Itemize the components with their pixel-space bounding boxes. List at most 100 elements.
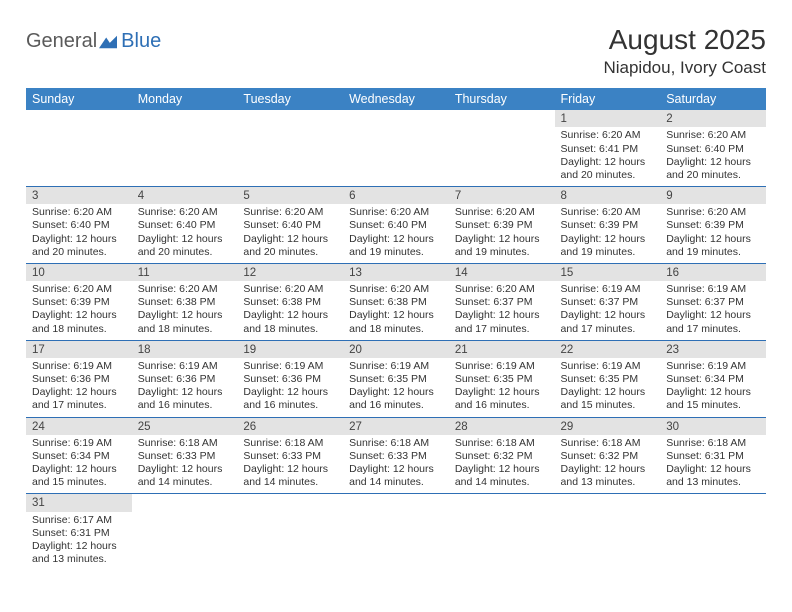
daylight-line: Daylight: 12 hours and 18 minutes. <box>32 309 126 335</box>
day-detail-row: Sunrise: 6:17 AMSunset: 6:31 PMDaylight:… <box>26 512 766 571</box>
sunrise-line: Sunrise: 6:20 AM <box>243 206 337 219</box>
daylight-line: Daylight: 12 hours and 13 minutes. <box>666 463 760 489</box>
day-detail-cell <box>449 512 555 571</box>
sunrise-line: Sunrise: 6:19 AM <box>666 360 760 373</box>
day-detail-cell: Sunrise: 6:20 AMSunset: 6:40 PMDaylight:… <box>660 127 766 186</box>
day-detail-cell: Sunrise: 6:20 AMSunset: 6:39 PMDaylight:… <box>660 204 766 263</box>
location-label: Niapidou, Ivory Coast <box>603 58 766 78</box>
day-detail-cell: Sunrise: 6:18 AMSunset: 6:33 PMDaylight:… <box>343 435 449 494</box>
sunset-line: Sunset: 6:33 PM <box>243 450 337 463</box>
day-detail-cell: Sunrise: 6:19 AMSunset: 6:37 PMDaylight:… <box>555 281 661 340</box>
sunset-line: Sunset: 6:38 PM <box>138 296 232 309</box>
day-detail-row: Sunrise: 6:20 AMSunset: 6:41 PMDaylight:… <box>26 127 766 186</box>
sunset-line: Sunset: 6:36 PM <box>138 373 232 386</box>
daylight-line: Daylight: 12 hours and 15 minutes. <box>32 463 126 489</box>
sunset-line: Sunset: 6:38 PM <box>243 296 337 309</box>
day-number-cell: 12 <box>237 263 343 281</box>
day-detail-row: Sunrise: 6:20 AMSunset: 6:39 PMDaylight:… <box>26 281 766 340</box>
sunset-line: Sunset: 6:41 PM <box>561 143 655 156</box>
daylight-line: Daylight: 12 hours and 17 minutes. <box>666 309 760 335</box>
daylight-line: Daylight: 12 hours and 14 minutes. <box>243 463 337 489</box>
day-number-cell: 15 <box>555 263 661 281</box>
calendar-table: SundayMondayTuesdayWednesdayThursdayFrid… <box>26 88 766 570</box>
day-number-cell: 18 <box>132 340 238 358</box>
sunset-line: Sunset: 6:40 PM <box>32 219 126 232</box>
day-detail-cell: Sunrise: 6:19 AMSunset: 6:34 PMDaylight:… <box>660 358 766 417</box>
sunrise-line: Sunrise: 6:18 AM <box>561 437 655 450</box>
sunrise-line: Sunrise: 6:19 AM <box>349 360 443 373</box>
sunrise-line: Sunrise: 6:19 AM <box>561 360 655 373</box>
day-detail-cell: Sunrise: 6:20 AMSunset: 6:39 PMDaylight:… <box>555 204 661 263</box>
sunset-line: Sunset: 6:39 PM <box>666 219 760 232</box>
day-detail-cell: Sunrise: 6:19 AMSunset: 6:35 PMDaylight:… <box>343 358 449 417</box>
daylight-line: Daylight: 12 hours and 14 minutes. <box>349 463 443 489</box>
sunrise-line: Sunrise: 6:20 AM <box>138 206 232 219</box>
day-detail-cell <box>26 127 132 186</box>
sunset-line: Sunset: 6:40 PM <box>666 143 760 156</box>
day-number-cell: 2 <box>660 110 766 127</box>
daylight-line: Daylight: 12 hours and 15 minutes. <box>561 386 655 412</box>
day-number-cell <box>132 494 238 512</box>
sunset-line: Sunset: 6:39 PM <box>561 219 655 232</box>
daylight-line: Daylight: 12 hours and 19 minutes. <box>561 233 655 259</box>
sunset-line: Sunset: 6:31 PM <box>32 527 126 540</box>
day-number-cell: 9 <box>660 186 766 204</box>
day-detail-cell: Sunrise: 6:20 AMSunset: 6:40 PMDaylight:… <box>26 204 132 263</box>
calendar-page: General Blue August 2025 Niapidou, Ivory… <box>0 0 792 570</box>
day-detail-cell: Sunrise: 6:19 AMSunset: 6:37 PMDaylight:… <box>660 281 766 340</box>
day-detail-cell: Sunrise: 6:20 AMSunset: 6:40 PMDaylight:… <box>343 204 449 263</box>
sunset-line: Sunset: 6:34 PM <box>666 373 760 386</box>
day-number-cell: 24 <box>26 417 132 435</box>
logo-text-blue: Blue <box>121 30 161 53</box>
day-header: Saturday <box>660 88 766 110</box>
day-header: Sunday <box>26 88 132 110</box>
day-number-cell: 7 <box>449 186 555 204</box>
daylight-line: Daylight: 12 hours and 14 minutes. <box>455 463 549 489</box>
day-number-row: 31 <box>26 494 766 512</box>
sunset-line: Sunset: 6:37 PM <box>561 296 655 309</box>
day-detail-cell: Sunrise: 6:19 AMSunset: 6:34 PMDaylight:… <box>26 435 132 494</box>
day-number-cell <box>343 110 449 127</box>
day-number-cell <box>237 110 343 127</box>
day-header: Friday <box>555 88 661 110</box>
day-number-row: 10111213141516 <box>26 263 766 281</box>
daylight-line: Daylight: 12 hours and 13 minutes. <box>32 540 126 566</box>
day-detail-cell: Sunrise: 6:17 AMSunset: 6:31 PMDaylight:… <box>26 512 132 571</box>
day-header: Monday <box>132 88 238 110</box>
day-number-cell <box>237 494 343 512</box>
day-number-cell <box>449 110 555 127</box>
day-detail-row: Sunrise: 6:20 AMSunset: 6:40 PMDaylight:… <box>26 204 766 263</box>
sunrise-line: Sunrise: 6:20 AM <box>561 129 655 142</box>
sunrise-line: Sunrise: 6:20 AM <box>32 206 126 219</box>
sunrise-line: Sunrise: 6:20 AM <box>32 283 126 296</box>
header: General Blue August 2025 Niapidou, Ivory… <box>26 24 766 78</box>
day-detail-cell <box>343 512 449 571</box>
day-detail-cell: Sunrise: 6:18 AMSunset: 6:33 PMDaylight:… <box>237 435 343 494</box>
sunset-line: Sunset: 6:37 PM <box>455 296 549 309</box>
day-detail-cell: Sunrise: 6:18 AMSunset: 6:32 PMDaylight:… <box>449 435 555 494</box>
daylight-line: Daylight: 12 hours and 18 minutes. <box>349 309 443 335</box>
day-number-cell <box>132 110 238 127</box>
day-number-cell <box>449 494 555 512</box>
day-header: Thursday <box>449 88 555 110</box>
daylight-line: Daylight: 12 hours and 16 minutes. <box>138 386 232 412</box>
sunset-line: Sunset: 6:36 PM <box>32 373 126 386</box>
sunrise-line: Sunrise: 6:20 AM <box>455 283 549 296</box>
daylight-line: Daylight: 12 hours and 14 minutes. <box>138 463 232 489</box>
logo-flag-icon <box>99 35 117 49</box>
daylight-line: Daylight: 12 hours and 17 minutes. <box>32 386 126 412</box>
sunrise-line: Sunrise: 6:19 AM <box>138 360 232 373</box>
daylight-line: Daylight: 12 hours and 19 minutes. <box>666 233 760 259</box>
day-detail-cell: Sunrise: 6:19 AMSunset: 6:35 PMDaylight:… <box>555 358 661 417</box>
sunset-line: Sunset: 6:33 PM <box>349 450 443 463</box>
sunrise-line: Sunrise: 6:18 AM <box>666 437 760 450</box>
day-detail-cell: Sunrise: 6:20 AMSunset: 6:40 PMDaylight:… <box>132 204 238 263</box>
day-detail-cell <box>449 127 555 186</box>
day-number-cell: 13 <box>343 263 449 281</box>
day-number-cell <box>343 494 449 512</box>
sunset-line: Sunset: 6:35 PM <box>561 373 655 386</box>
sunset-line: Sunset: 6:34 PM <box>32 450 126 463</box>
day-number-cell: 10 <box>26 263 132 281</box>
sunrise-line: Sunrise: 6:19 AM <box>666 283 760 296</box>
day-detail-cell: Sunrise: 6:20 AMSunset: 6:41 PMDaylight:… <box>555 127 661 186</box>
